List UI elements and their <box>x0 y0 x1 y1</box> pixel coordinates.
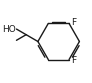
Text: F: F <box>71 18 76 27</box>
Text: F: F <box>71 56 76 65</box>
Text: HO: HO <box>2 25 16 34</box>
